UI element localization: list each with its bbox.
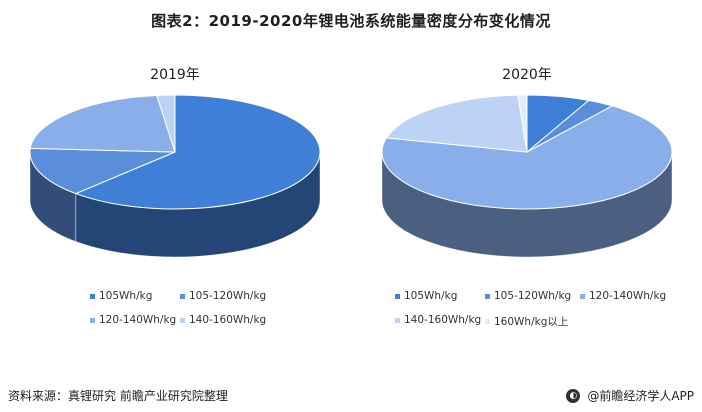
- brand-text: @前瞻经济学人APP: [587, 389, 694, 403]
- legend-2020: 105Wh/kg 105-120Wh/kg 120-140Wh/kg 140-160W…: [395, 290, 702, 360]
- pie-slice-1-4: [517, 94, 528, 153]
- legend-label-0-2: 120-140Wh/kg: [99, 314, 177, 326]
- legend-item-0-2: 120-140Wh/kg: [90, 314, 176, 326]
- legend-swatch-1-1: [485, 293, 490, 299]
- pie-slice-0-0: [74, 94, 321, 210]
- brand-credit: ◐ @前瞻经济学人APP: [566, 387, 694, 404]
- pie-chart-2019: [29, 94, 321, 258]
- legend-item-1-0: 105Wh/kg: [395, 290, 457, 302]
- qianzhan-logo-icon: ◐: [566, 388, 581, 403]
- pie-2020-title: 2020年: [502, 67, 552, 83]
- legend-item-0-0: 105Wh/kg: [90, 290, 152, 302]
- legend-swatch-1-0: [395, 293, 400, 299]
- legend-item-1-1: 105-120Wh/kg: [485, 290, 571, 302]
- pie-slice-0-2: [29, 94, 176, 153]
- legend-swatch-1-4: [485, 319, 490, 324]
- legend-item-1-2: 120-140Wh/kg: [580, 290, 666, 302]
- legend-label-0-1: 105-120Wh/kg: [189, 290, 267, 302]
- legend-label-0-3: 140-160Wh/kg: [189, 314, 267, 326]
- legend-item-1-3: 140-160Wh/kg: [395, 314, 481, 326]
- legend-swatch-1-3: [395, 317, 400, 323]
- legend-item-0-1: 105-120Wh/kg: [180, 290, 266, 302]
- pie-slice-1-3: [385, 94, 528, 153]
- legend-label-0-0: 105Wh/kg: [99, 290, 153, 302]
- pie-2019-title: 2019年: [150, 67, 200, 83]
- chart-title: 图表2：2019-2020年锂电池系统能量密度分布变化情况: [151, 12, 551, 30]
- pie-chart-2020: [381, 94, 673, 258]
- legend-label-1-3: 140-160Wh/kg: [404, 314, 482, 326]
- legend-label-1-0: 105Wh/kg: [404, 290, 458, 302]
- legend-swatch-0-2: [90, 317, 95, 323]
- legend-swatch-0-1: [180, 293, 185, 299]
- legend-swatch-0-0: [90, 293, 95, 299]
- legend-label-1-4: 160Wh/kg以上: [494, 316, 569, 328]
- legend-label-1-1: 105-120Wh/kg: [494, 290, 572, 302]
- source-note: 资料来源：真锂研究 前瞻产业研究院整理: [8, 389, 228, 403]
- legend-swatch-1-2: [580, 293, 585, 299]
- legend-item-1-4: 160Wh/kg以上: [485, 314, 568, 329]
- pie-slice-1-2: [381, 105, 673, 210]
- legend-label-1-2: 120-140Wh/kg: [589, 290, 667, 302]
- legend-swatch-0-3: [180, 317, 185, 323]
- legend-2019: 105Wh/kg 105-120Wh/kg 120-140Wh/kg 140-160W…: [90, 290, 420, 360]
- pie-slice-0-3: [156, 94, 176, 153]
- pie-slice-0-1: [29, 147, 176, 195]
- legend-item-0-3: 140-160Wh/kg: [180, 314, 266, 326]
